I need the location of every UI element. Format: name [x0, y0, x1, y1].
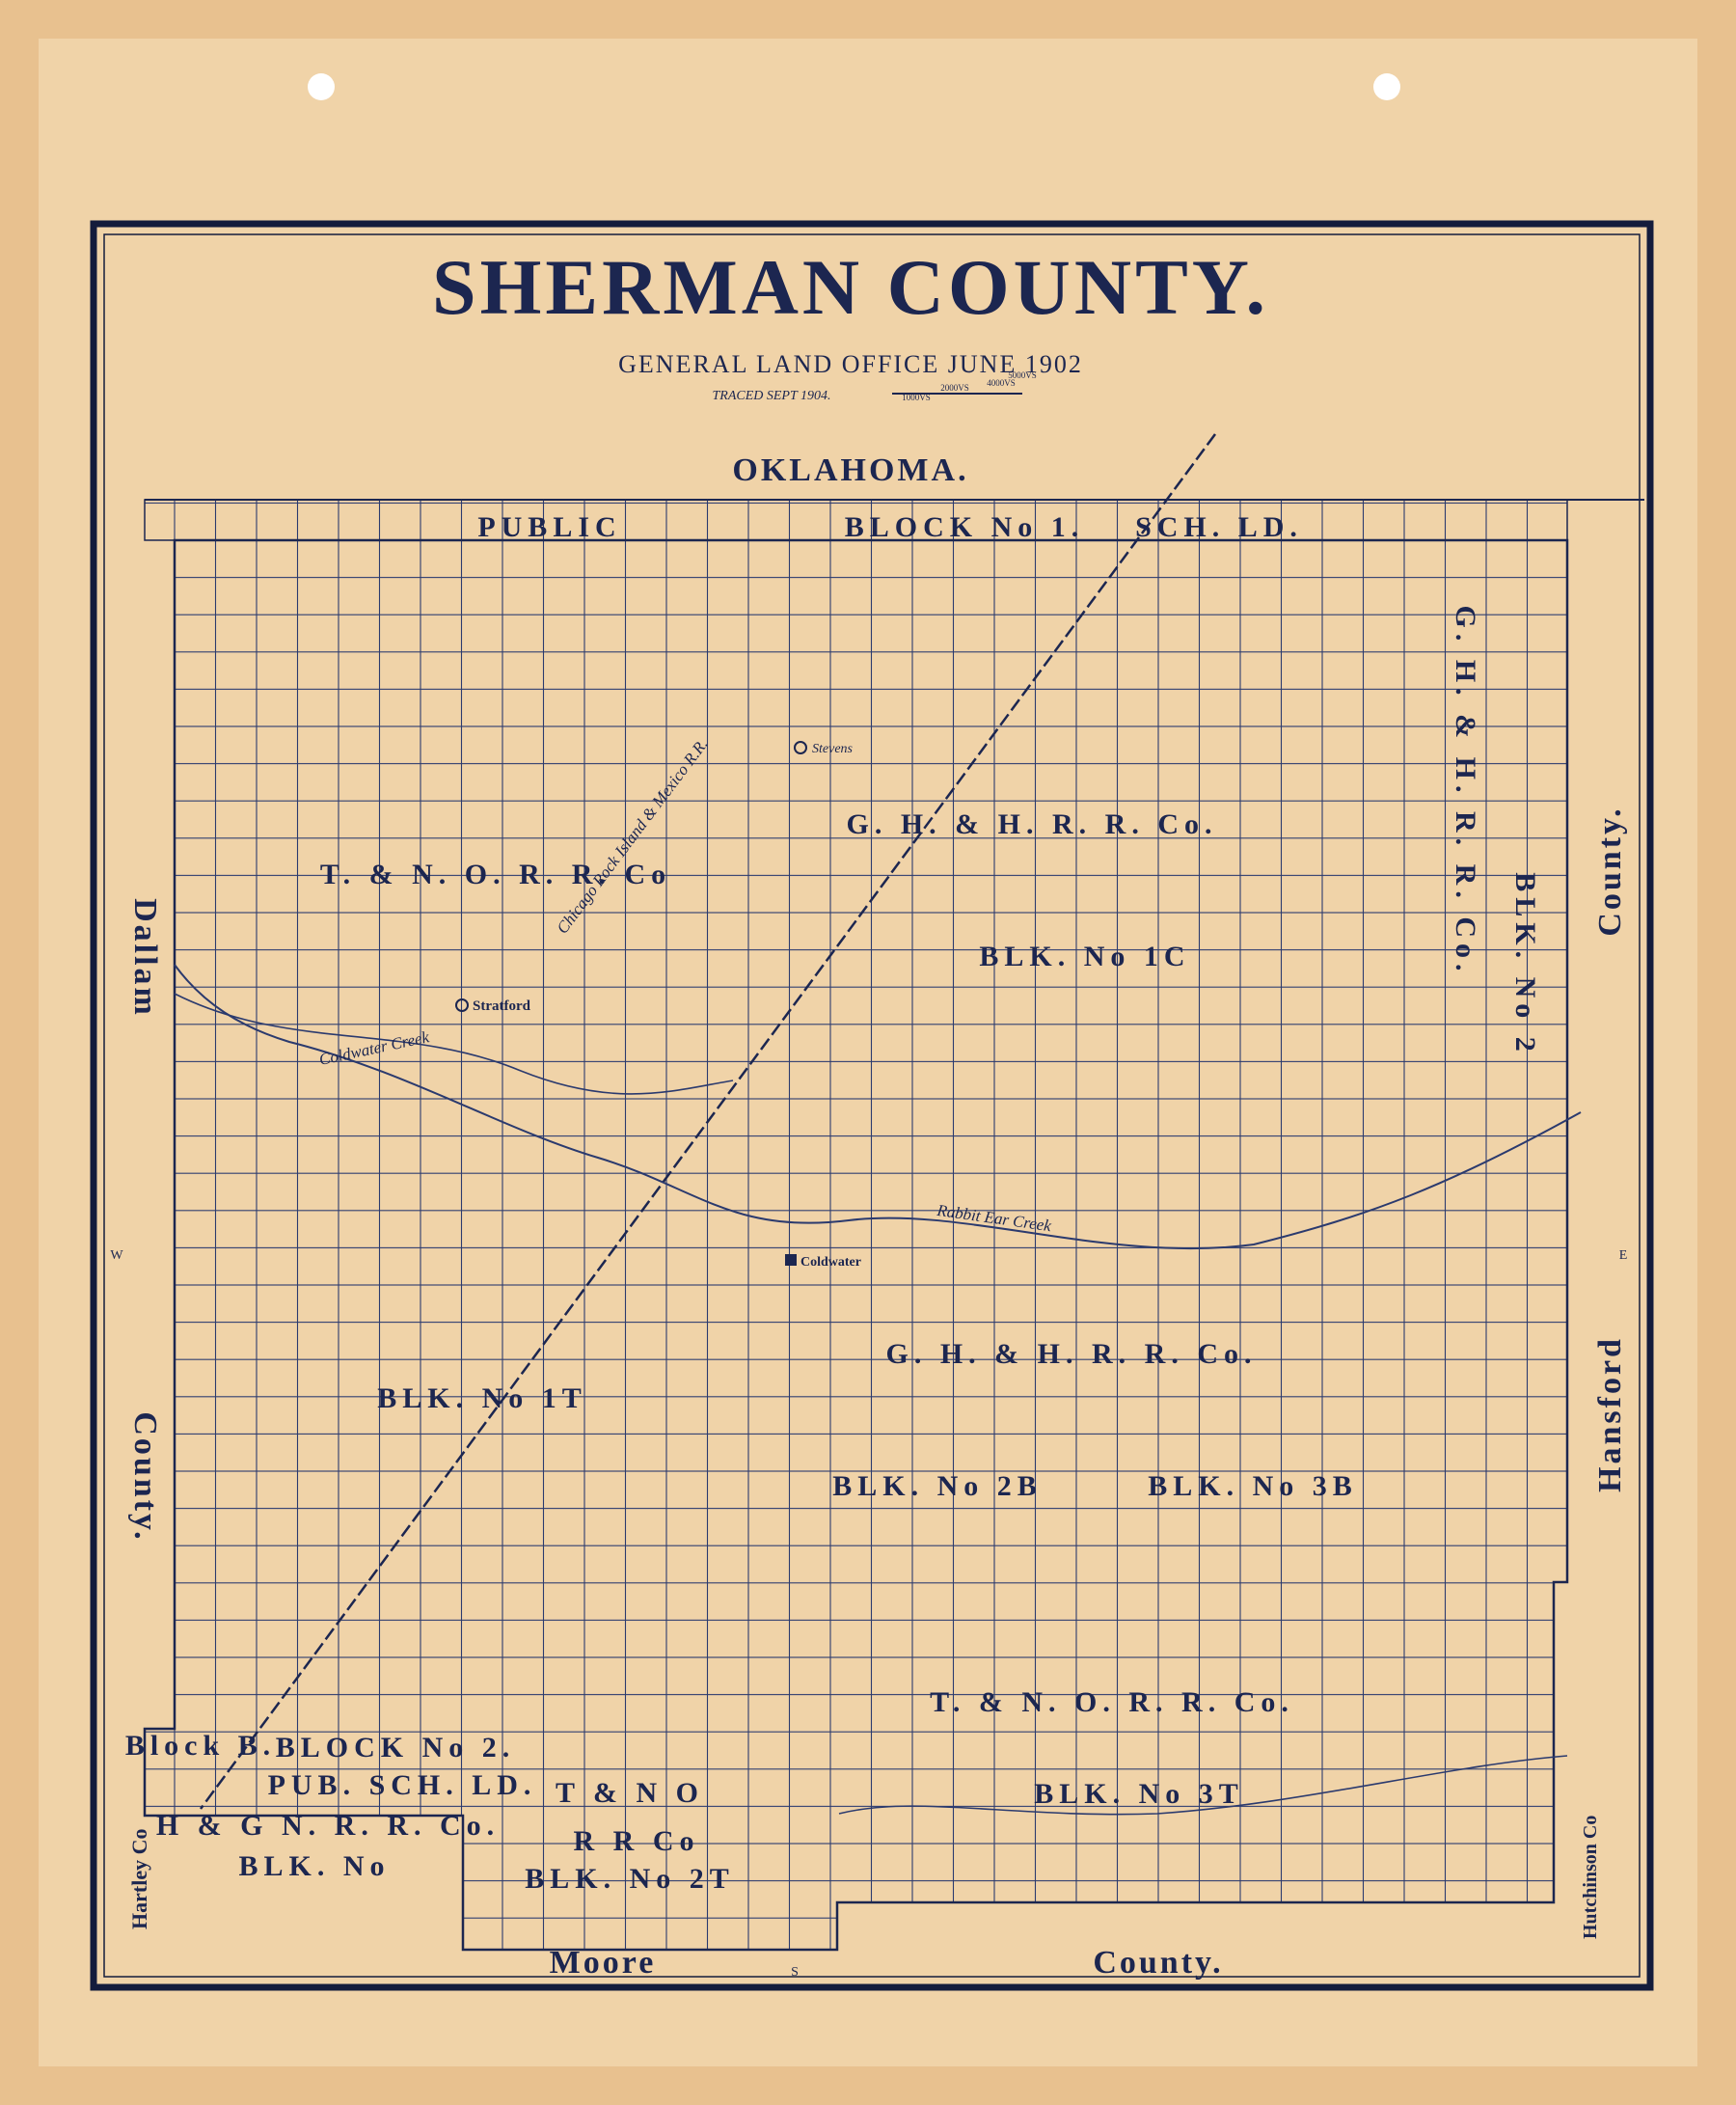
block-label: BLK. No 3B — [1148, 1470, 1358, 1502]
town-label: Stratford — [473, 998, 531, 1014]
creek — [838, 1755, 1568, 1816]
punch-hole — [1373, 73, 1400, 100]
county-label: County. — [1093, 1945, 1223, 1981]
block-label: BLOCK No 1. — [845, 511, 1085, 543]
traced-note: TRACED SEPT 1904. — [712, 389, 830, 403]
town-marker — [785, 1254, 797, 1266]
block-label: SCH. LD. — [1135, 511, 1303, 543]
compass-mark: E — [1619, 1248, 1628, 1263]
creek — [174, 993, 734, 1095]
scale-label: 4000VS — [987, 378, 1016, 388]
block-label: T & N O — [556, 1777, 704, 1809]
town-marker — [794, 741, 807, 754]
block-label: BLOCK No 2. — [276, 1732, 516, 1763]
block-label: PUBLIC — [477, 511, 621, 543]
creek — [174, 964, 1582, 1250]
outer-frame — [90, 220, 1654, 1991]
subtitle: GENERAL LAND OFFICE JUNE 1902 — [618, 350, 1083, 378]
block-label: Block B. — [125, 1730, 276, 1762]
block-label: T. & N. O. R. R. Co. — [930, 1686, 1294, 1718]
county-label: County. — [127, 1411, 163, 1542]
block-labels: PUBLIC BLOCK No 1. SCH. LD. T. & N. O. R… — [125, 511, 1541, 1895]
block-label: BLK. No 2 — [1509, 872, 1541, 1057]
block-label: G. H. & H. R. R. Co. — [886, 1338, 1258, 1370]
inner-frame — [103, 233, 1641, 1978]
town-label: Coldwater — [800, 1255, 861, 1270]
county-label: Dallam — [127, 898, 163, 1018]
block-label: G. H. & H. R. R. Co. — [1450, 606, 1481, 977]
county-label: Hutchinson Co — [1580, 1816, 1601, 1939]
block-label: BLK. No 2B — [832, 1470, 1043, 1502]
punch-hole — [308, 73, 335, 100]
county-label: Hansford — [1592, 1336, 1628, 1492]
scale-label: 1000VS — [902, 393, 931, 402]
county-label: Moore — [550, 1945, 657, 1981]
block-label: BLK. No 2T — [525, 1863, 735, 1895]
towns: Stratford Coldwater Stevens — [455, 741, 861, 1270]
state-label: OKLAHOMA. — [732, 452, 968, 488]
block-label: PUB. SCH. LD. — [268, 1769, 537, 1801]
block-label: H & G N. R. R. Co. — [156, 1810, 500, 1842]
town-label: Stevens — [812, 742, 854, 756]
scale-bar: 1000VS 2000VS 4000VS 5000VS — [892, 370, 1037, 402]
compass-mark: S — [791, 1965, 799, 1980]
map-title: SHERMAN COUNTY. — [432, 243, 1269, 331]
county-label: County. — [1592, 806, 1628, 936]
block-label: BLK. No 1T — [377, 1382, 587, 1414]
town-marker — [455, 998, 469, 1012]
block-label: T. & N. O. R. R. Co — [320, 859, 671, 890]
block-label: R R Co — [574, 1825, 700, 1857]
scale-label: 5000VS — [1008, 370, 1037, 380]
block-label: BLK. No 1C — [979, 941, 1190, 972]
section-grid — [145, 540, 1567, 1950]
railroad — [199, 433, 1217, 1810]
compass-mark: W — [110, 1248, 123, 1263]
school-land-strip — [144, 499, 1568, 541]
block-label: BLK. No — [238, 1850, 390, 1882]
block-label: BLK. No 3T — [1034, 1778, 1244, 1810]
scale-label: 2000VS — [940, 383, 969, 393]
county-label: Hartley Co — [127, 1829, 151, 1929]
block-label: G. H. & H. R. R. Co. — [847, 808, 1218, 840]
